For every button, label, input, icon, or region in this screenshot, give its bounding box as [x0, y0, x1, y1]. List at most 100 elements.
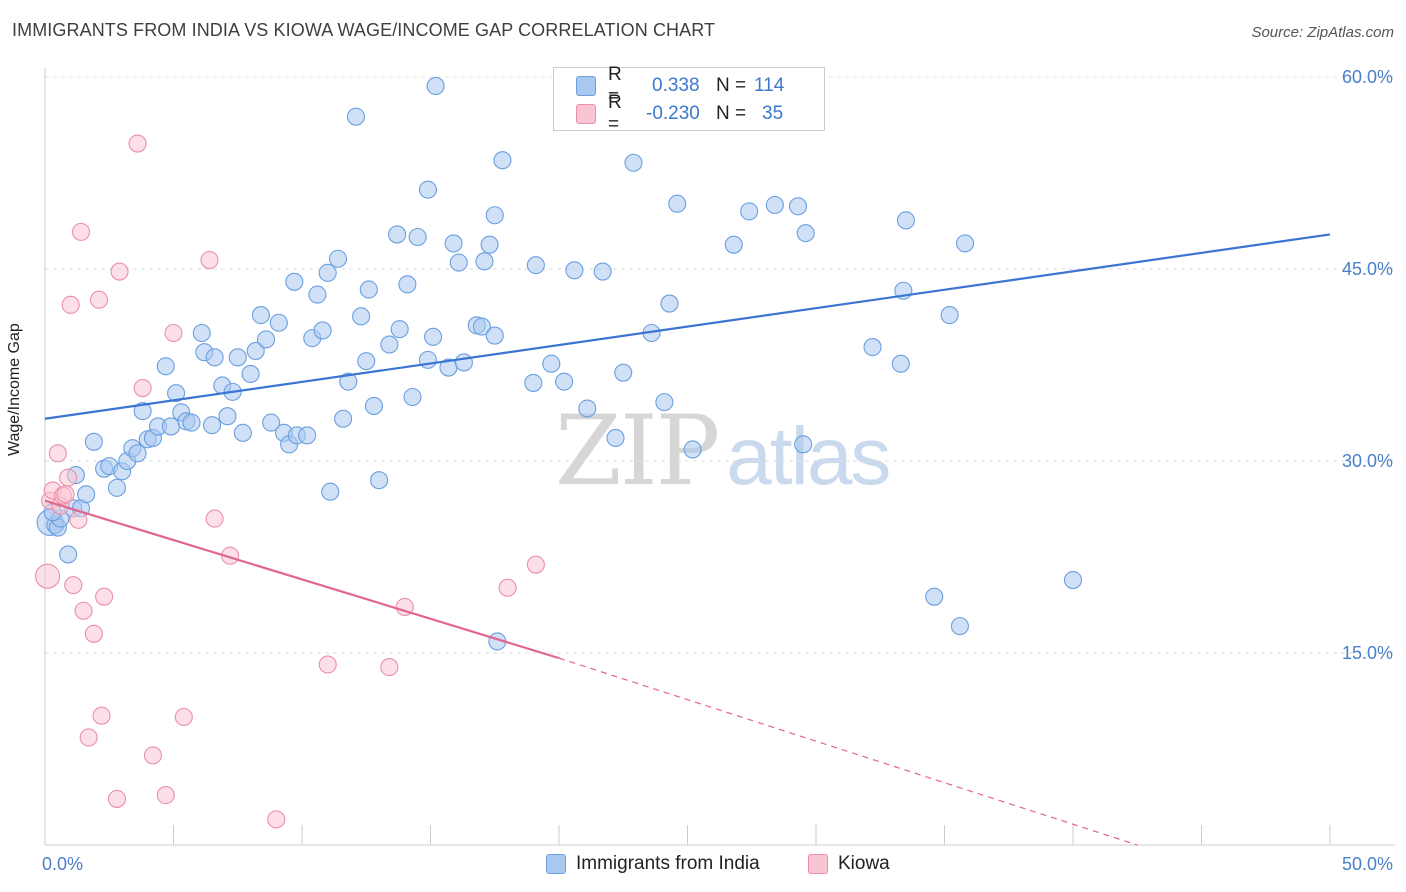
data-point-kiowa [64, 576, 83, 595]
data-point-india [724, 235, 743, 254]
data-point-india [956, 234, 975, 253]
r-value: 0.338 [652, 75, 700, 96]
data-point-india [203, 416, 222, 435]
data-point-kiowa [380, 658, 399, 677]
data-point-kiowa [56, 485, 75, 504]
data-point-kiowa [164, 323, 183, 343]
data-point-kiowa [48, 444, 67, 463]
data-point-kiowa [110, 262, 129, 281]
data-point-india [565, 261, 584, 280]
trend-line-kiowa-extension [558, 657, 1138, 846]
data-point-india [788, 197, 808, 216]
source-note: Source: ZipAtlas.com [1251, 24, 1394, 41]
data-point-kiowa [79, 728, 98, 747]
data-point-india [493, 151, 512, 170]
data-point-india [578, 399, 597, 418]
data-point-kiowa [174, 707, 193, 727]
n-value: 35 [762, 103, 784, 124]
y-tick-label: 45.0% [1342, 259, 1393, 279]
data-point-india [359, 280, 378, 299]
legend-swatch-india [576, 76, 596, 96]
n-label: N = [716, 75, 747, 96]
data-point-kiowa [156, 786, 175, 805]
watermark: ZIPatlas [555, 395, 891, 507]
data-point-india [357, 352, 376, 371]
data-point-india [480, 235, 499, 254]
data-point-kiowa [61, 295, 80, 314]
data-point-india [624, 153, 643, 172]
data-point-kiowa [205, 509, 224, 528]
data-point-india [77, 485, 96, 504]
data-point-kiowa [35, 563, 61, 589]
n-label: N = [716, 103, 747, 124]
data-point-india [246, 341, 265, 360]
tick-labels: 15.0% 30.0% 45.0% 60.0% 0.0% 50.0% [42, 67, 1393, 874]
y-tick-label: 15.0% [1342, 643, 1393, 663]
data-point-india [364, 396, 384, 416]
data-point-india [192, 323, 211, 343]
data-point-kiowa [95, 587, 114, 606]
data-point-kiowa [89, 290, 109, 309]
data-point-kiowa [71, 222, 91, 241]
grid [45, 76, 1395, 654]
data-point-india [241, 364, 260, 384]
chart-title: IMMIGRANTS FROM INDIA VS KIOWA WAGE/INCO… [12, 20, 716, 40]
legend-item-india[interactable]: Immigrants from India [546, 852, 760, 876]
x-tick-label: 50.0% [1342, 854, 1393, 874]
data-point-india [339, 372, 358, 391]
data-point-india [950, 617, 969, 636]
data-point-india [403, 387, 422, 407]
data-point-india [218, 407, 237, 426]
data-point-india [256, 330, 276, 349]
data-point-india [424, 327, 443, 346]
data-point-kiowa [133, 378, 152, 398]
x-tick-label: 0.0% [42, 854, 83, 874]
data-point-india [133, 402, 152, 421]
data-point-india [167, 384, 186, 403]
data-point-india [449, 253, 468, 272]
data-point-india [128, 444, 147, 463]
legend-swatch-kiowa [576, 104, 596, 124]
data-point-india [542, 354, 561, 373]
data-point-kiowa [59, 468, 78, 487]
data-point-india [233, 423, 252, 442]
legend-swatch-kiowa [808, 854, 828, 874]
data-point-india [940, 306, 959, 325]
data-point-india [593, 262, 612, 281]
data-point-india [308, 285, 327, 304]
data-point-india [524, 373, 543, 392]
data-point-india [84, 432, 103, 451]
data-point-kiowa [318, 655, 337, 674]
stats-legend: R = 0.338 N = 114 R = -0.230 N = 35 [553, 64, 825, 135]
data-point-india [398, 275, 417, 294]
data-point-kiowa [74, 601, 93, 620]
data-point-india [352, 307, 371, 326]
data-point-india [606, 428, 625, 448]
legend-item-kiowa[interactable]: Kiowa [808, 852, 890, 876]
data-point-india [328, 249, 348, 268]
data-point-india [346, 107, 366, 126]
data-point-india [59, 545, 78, 564]
data-point-kiowa [92, 706, 111, 725]
data-point-india [418, 350, 437, 369]
data-point-india [796, 224, 815, 243]
data-point-india [555, 372, 574, 391]
data-point-india [390, 320, 409, 339]
data-point-india [370, 471, 389, 490]
data-point-kiowa [498, 578, 517, 597]
y-axis-label: Wage/Income Gap [6, 323, 23, 456]
legend-swatch-india [546, 854, 566, 874]
legend-label-kiowa: Kiowa [838, 853, 890, 874]
legend-label-india: Immigrants from India [576, 853, 760, 874]
data-point-india [228, 348, 247, 367]
data-point-india [740, 202, 759, 221]
data-point-india [668, 194, 687, 213]
data-point-india [161, 417, 180, 436]
data-point-india [863, 338, 882, 357]
data-point-india [614, 363, 633, 382]
data-point-india [334, 409, 353, 428]
trend-lines [44, 233, 1331, 846]
data-point-india [298, 426, 317, 445]
data-point-india [251, 306, 270, 325]
